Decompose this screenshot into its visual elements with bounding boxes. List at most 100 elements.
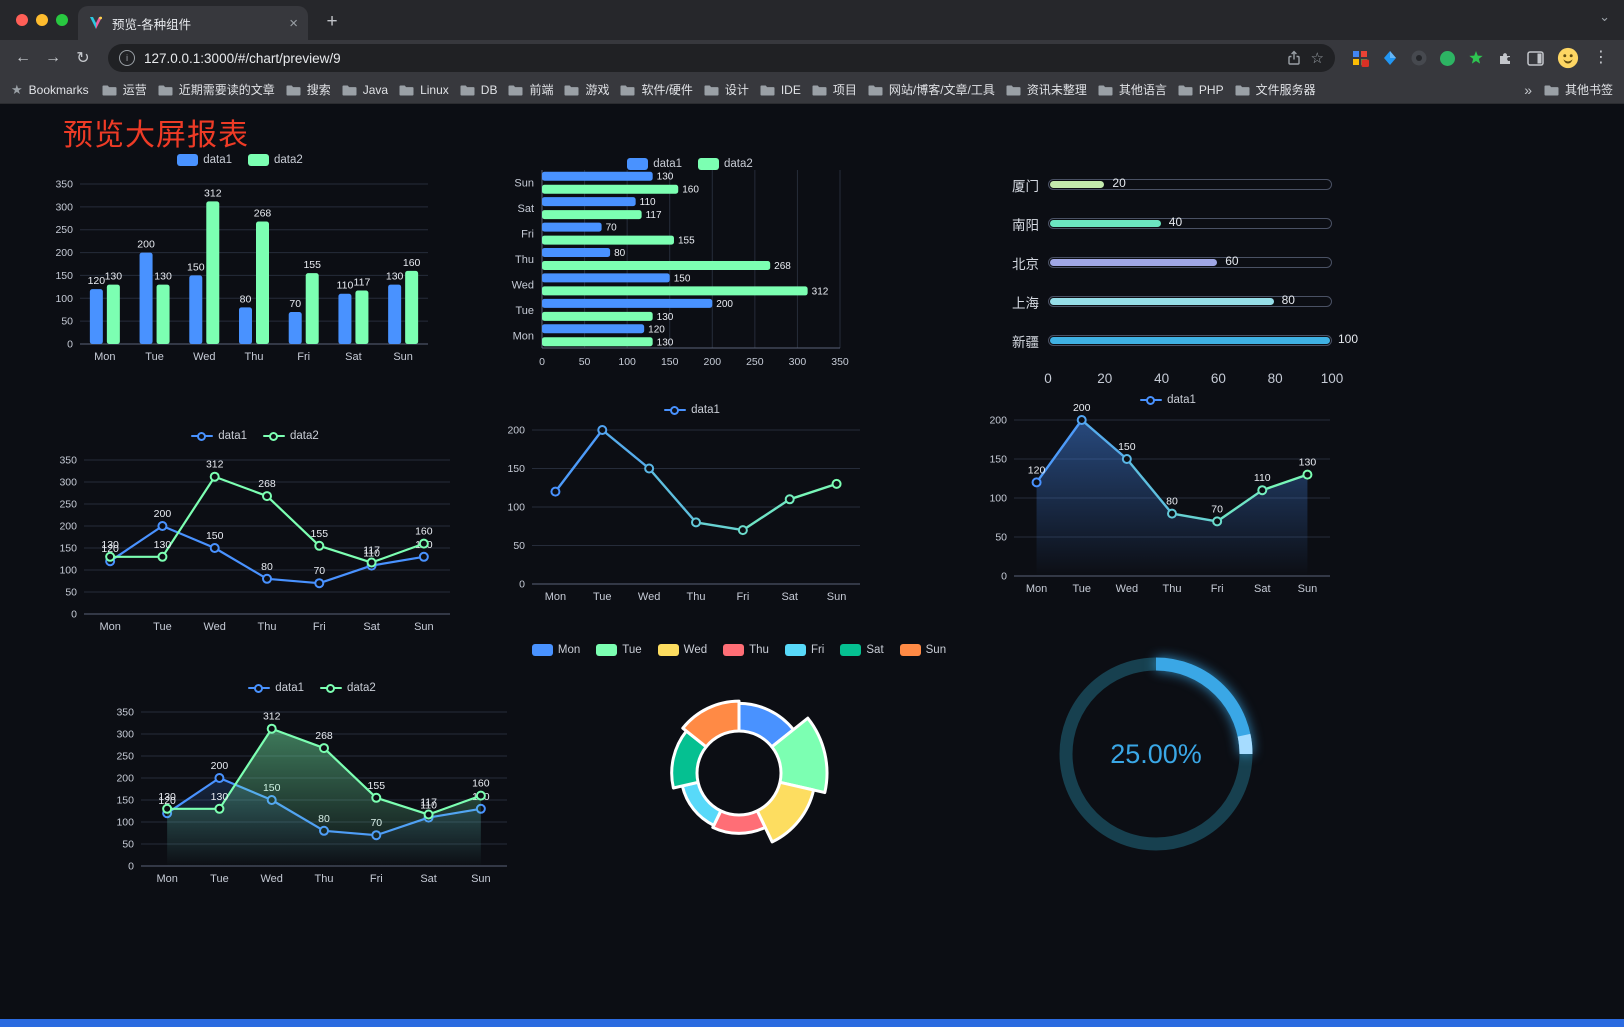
legend-item[interactable]: Sat — [840, 644, 884, 656]
bookmark-folder[interactable]: 文件服务器 — [1235, 81, 1316, 98]
folder-icon — [342, 85, 357, 96]
legend-item[interactable]: data1 — [248, 682, 304, 694]
svg-text:200: 200 — [211, 760, 229, 772]
legend-item[interactable]: data1 — [177, 154, 232, 166]
forward-button[interactable]: → — [45, 49, 61, 66]
reload-button[interactable]: ↻ — [76, 50, 90, 67]
window-controls — [16, 14, 68, 26]
svg-text:100: 100 — [55, 293, 73, 305]
svg-text:Sun: Sun — [1298, 583, 1318, 595]
toolbar: ← → ↻ i 127.0.0.1:3000/#/chart/preview/9… — [0, 40, 1624, 76]
progress-track: 20 — [1048, 176, 1332, 190]
bookmark-star-icon[interactable]: ☆ — [1310, 50, 1324, 67]
grouped-bar-chart: 0 50 100 150 200 250 300 350 Mon Tue Wed Thu Fri Sat S… — [42, 150, 438, 374]
progress-value: 40 — [1168, 215, 1183, 229]
bookmark-folder[interactable]: Linux — [399, 83, 449, 97]
bookmarks-app-item[interactable]: ★ Bookmarks — [11, 81, 89, 97]
bookmark-folder[interactable]: 其他语言 — [1098, 81, 1167, 98]
folder-icon — [399, 85, 414, 96]
extension-kite-icon[interactable] — [1382, 50, 1398, 66]
bookmark-folder[interactable]: PHP — [1178, 83, 1224, 97]
bookmark-folder[interactable]: Java — [342, 83, 388, 97]
folder-icon — [508, 85, 523, 96]
extensions-puzzle-icon[interactable] — [1497, 50, 1514, 67]
bookmark-folder[interactable]: 软件/硬件 — [620, 81, 693, 98]
bookmark-folder[interactable]: 前端 — [508, 81, 553, 98]
legend-item[interactable]: data1 — [664, 404, 720, 416]
legend-item[interactable]: Fri — [784, 644, 824, 656]
back-button[interactable]: ← — [15, 49, 31, 66]
url-text[interactable]: 127.0.0.1:3000/#/chart/preview/9 — [144, 50, 341, 66]
svg-text:Wed: Wed — [204, 621, 226, 633]
svg-text:80: 80 — [240, 293, 252, 305]
bookmark-folder[interactable]: 网站/博客/文章/工具 — [868, 81, 995, 98]
svg-text:250: 250 — [55, 224, 73, 236]
svg-text:0: 0 — [67, 339, 73, 351]
legend-item[interactable]: data2 — [248, 154, 303, 166]
svg-text:Thu: Thu — [515, 254, 534, 266]
svg-text:130: 130 — [101, 539, 119, 551]
bookmark-folder[interactable]: 运营 — [102, 81, 147, 98]
legend-item[interactable]: Sun — [899, 644, 946, 656]
extension-dark-circle-icon[interactable] — [1411, 50, 1427, 66]
legend-swatch — [627, 158, 649, 170]
svg-text:120: 120 — [1028, 464, 1046, 476]
tab-strip: 预览-各种组件 × + ⌄ — [0, 0, 1624, 40]
bookmarks-overflow-icon[interactable]: » — [1524, 81, 1532, 98]
bookmark-folder[interactable]: DB — [460, 83, 497, 97]
svg-text:Fri: Fri — [1211, 583, 1224, 595]
chart-legend: data1 data2 — [46, 430, 464, 442]
address-bar[interactable]: i 127.0.0.1:3000/#/chart/preview/9 ☆ — [108, 44, 1335, 72]
svg-text:Tue: Tue — [515, 305, 534, 317]
legend-item[interactable]: Tue — [596, 644, 642, 656]
profile-avatar[interactable] — [1557, 47, 1579, 69]
window-close-button[interactable] — [16, 14, 28, 26]
bookmark-folder[interactable]: IDE — [760, 83, 801, 97]
svg-text:Sat: Sat — [517, 203, 534, 215]
legend-item[interactable]: Wed — [657, 644, 707, 656]
legend-item[interactable]: data1 — [1140, 394, 1196, 406]
svg-text:150: 150 — [1118, 441, 1136, 453]
svg-text:0: 0 — [1001, 571, 1007, 583]
svg-text:Fri: Fri — [297, 351, 310, 363]
bookmark-folder[interactable]: 近期需要读的文章 — [158, 81, 275, 98]
extension-grid-icon[interactable] — [1352, 50, 1369, 67]
site-info-icon[interactable]: i — [119, 50, 135, 66]
chart-canvas: 0 50 100 150 200 250 300 350 Mon Tue Wed Thu Fri Sat S… — [59, 455, 450, 633]
window-zoom-button[interactable] — [56, 14, 68, 26]
bookmark-folder[interactable]: 设计 — [704, 81, 749, 98]
browser-tab[interactable]: 预览-各种组件 × — [78, 6, 308, 40]
share-icon[interactable] — [1286, 50, 1302, 66]
bookmark-folder[interactable]: 搜索 — [286, 81, 331, 98]
progress-fill — [1050, 337, 1330, 344]
legend-item[interactable]: data1 — [191, 430, 247, 442]
bookmark-folder[interactable]: 资讯未整理 — [1006, 81, 1087, 98]
bookmark-folder[interactable]: 项目 — [812, 81, 857, 98]
svg-text:Mon: Mon — [513, 330, 534, 342]
browser-menu-icon[interactable]: ⋮ — [1593, 49, 1609, 66]
new-tab-button[interactable]: + — [326, 11, 338, 32]
side-panel-icon[interactable] — [1527, 50, 1544, 66]
svg-text:160: 160 — [415, 526, 433, 538]
svg-text:130: 130 — [105, 271, 123, 283]
tab-search-chevron-icon[interactable]: ⌄ — [1599, 9, 1610, 24]
legend-item[interactable]: data2 — [698, 158, 753, 170]
legend-item[interactable]: Mon — [531, 644, 580, 656]
window-minimize-button[interactable] — [36, 14, 48, 26]
legend-item[interactable]: data2 — [320, 682, 376, 694]
legend-item[interactable]: Thu — [723, 644, 769, 656]
other-bookmarks-folder[interactable]: 其他书签 — [1544, 81, 1613, 98]
progress-row: 上海 80 — [986, 282, 1382, 321]
tab-close-icon[interactable]: × — [289, 14, 298, 32]
bookmark-folder[interactable]: 游戏 — [564, 81, 609, 98]
legend-item[interactable]: data1 — [627, 158, 682, 170]
extension-green-circle-icon[interactable] — [1440, 50, 1455, 66]
legend-item[interactable]: data2 — [263, 430, 319, 442]
svg-text:80: 80 — [1166, 496, 1178, 508]
svg-text:200: 200 — [704, 356, 722, 368]
legend-line-marker — [248, 683, 271, 693]
legend-swatch — [177, 154, 199, 166]
extension-green-star-icon[interactable] — [1468, 50, 1484, 66]
chart-canvas: 0 50 100 150 200 Mon Tue Wed Thu Fri Sat Sun 120 200 1… — [989, 402, 1330, 595]
